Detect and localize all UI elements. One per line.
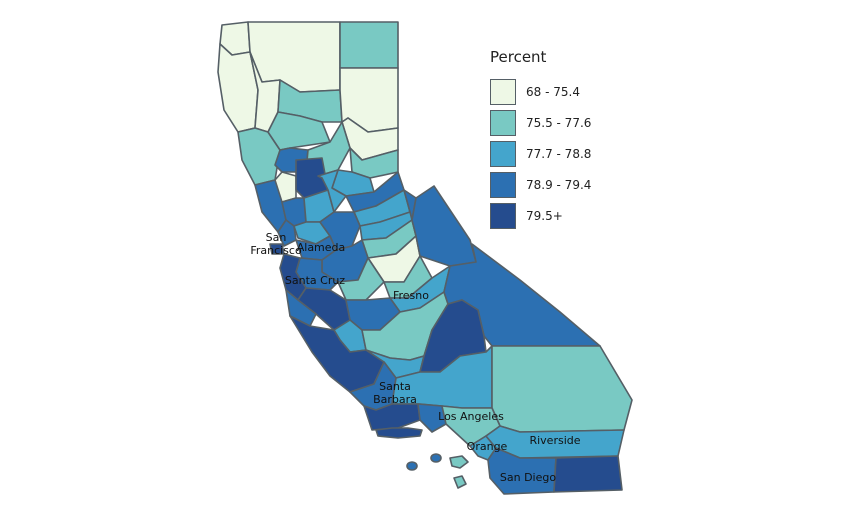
label-fresno: Fresno — [393, 289, 429, 302]
county-mono — [411, 185, 477, 267]
label-line: Orange — [467, 440, 508, 453]
legend-label: 78.9 - 79.4 — [526, 177, 592, 192]
legend-item: 68 - 75.4 — [490, 76, 591, 107]
legend-label: 77.7 - 78.8 — [526, 146, 592, 161]
island-shape — [406, 461, 418, 471]
county-channel-islands-north — [375, 427, 423, 439]
legend-item: 78.9 - 79.4 — [490, 169, 591, 200]
county-imperial — [553, 455, 623, 493]
label-riverside: Riverside — [529, 434, 580, 447]
label-line: Santa — [379, 380, 411, 393]
legend-swatch — [490, 109, 516, 136]
label-san-diego: San Diego — [500, 471, 556, 484]
county-channel-islands-south — [449, 455, 469, 489]
legend-label: 75.5 - 77.6 — [526, 115, 592, 130]
label-line: Santa Cruz — [285, 274, 345, 287]
legend-item: 77.7 - 78.8 — [490, 138, 591, 169]
label-orange: Orange — [467, 440, 508, 453]
county-ventura — [417, 403, 447, 433]
label-line: San Diego — [500, 471, 556, 484]
legend-title: Percent — [490, 48, 547, 66]
legend-label: 79.5+ — [526, 208, 563, 223]
county-marin — [277, 219, 297, 247]
county-shapes — [217, 21, 633, 495]
label-line: San — [266, 231, 287, 244]
legend-swatch — [490, 171, 516, 198]
label-line: Riverside — [529, 434, 580, 447]
legend-item: 79.5+ — [490, 200, 591, 231]
legend-swatch — [490, 140, 516, 167]
county-san-bernardino — [491, 345, 633, 433]
label-san-francisco: San Francisco — [250, 231, 302, 257]
county-tehama — [267, 111, 331, 151]
legend-swatch — [490, 78, 516, 105]
label-line: Barbara — [373, 393, 417, 406]
label-line: Fresno — [393, 289, 429, 302]
legend-swatch — [490, 202, 516, 229]
label-santa-cruz: Santa Cruz — [285, 274, 345, 287]
label-los-angeles: Los Angeles — [438, 410, 504, 423]
label-line: Los Angeles — [438, 410, 504, 423]
label-line: Francisco — [250, 244, 302, 257]
county-sutter — [317, 169, 347, 213]
legend-label: 68 - 75.4 — [526, 84, 580, 99]
legend-item: 75.5 - 77.6 — [490, 107, 591, 138]
label-santa-barbara: Santa Barbara — [373, 380, 417, 406]
county-modoc — [339, 21, 399, 69]
label-line: Alameda — [297, 241, 346, 254]
label-alameda: Alameda — [297, 241, 346, 254]
legend: Percent 68 - 75.4 75.5 - 77.6 77.7 - 78.8 7… — [490, 48, 591, 231]
island-shape — [430, 453, 442, 463]
legend-items: 68 - 75.4 75.5 - 77.6 77.7 - 78.8 78.9 - 79… — [490, 76, 591, 231]
